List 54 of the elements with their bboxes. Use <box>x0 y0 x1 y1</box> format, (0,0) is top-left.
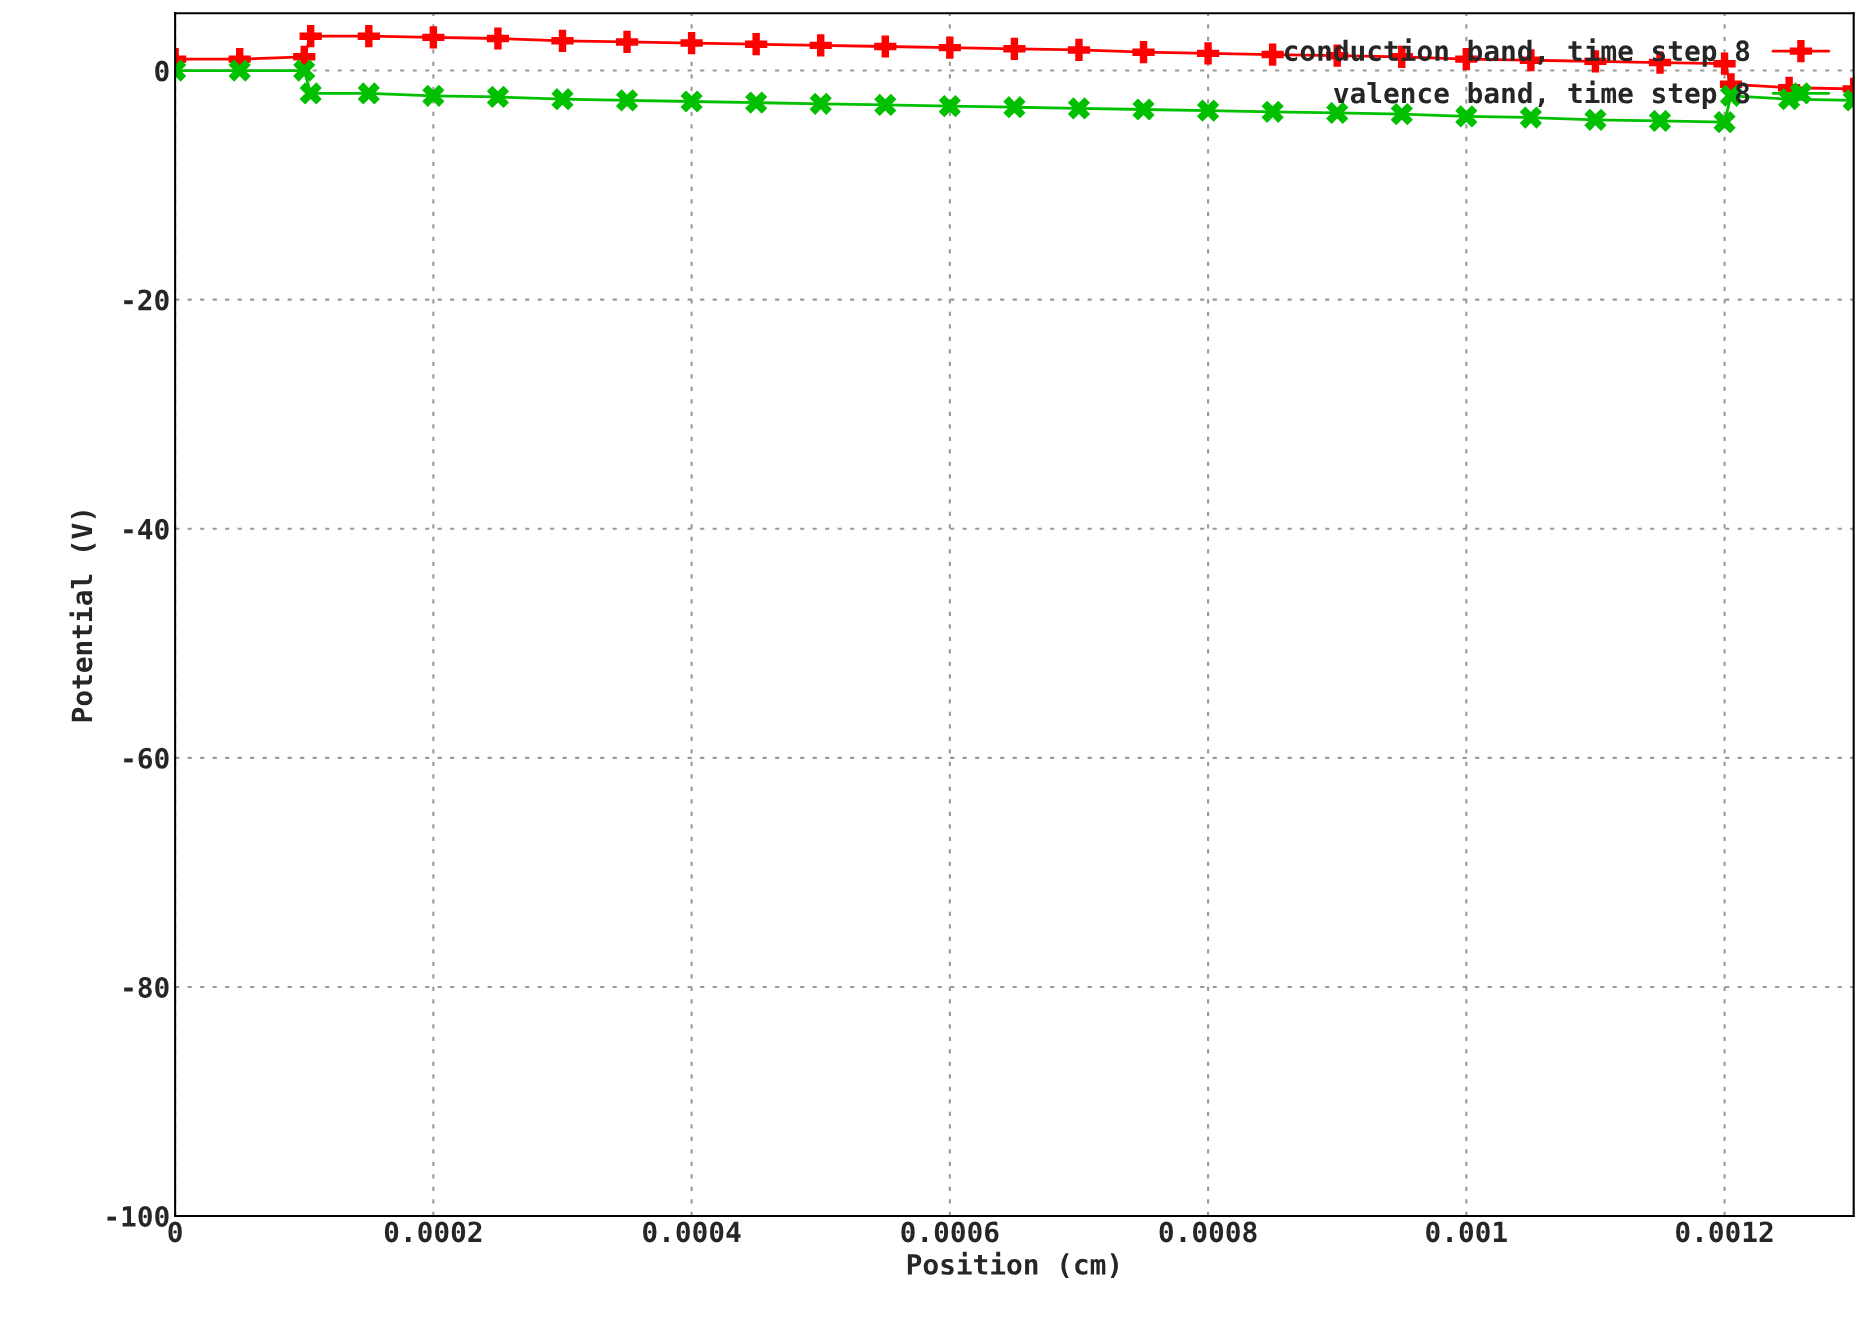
point <box>486 85 510 109</box>
point <box>874 93 897 117</box>
point <box>357 82 380 105</box>
point <box>938 94 961 118</box>
point <box>809 34 832 57</box>
point <box>938 36 961 59</box>
point <box>299 82 322 105</box>
point <box>615 89 639 112</box>
y-tick-label: -100 <box>107 1205 169 1227</box>
point <box>1261 43 1284 66</box>
point <box>680 90 703 113</box>
point <box>1132 98 1155 121</box>
x-tick-label: 0.0002 <box>384 1221 482 1243</box>
point <box>1390 102 1413 126</box>
y-tick-label: -40 <box>124 518 169 540</box>
y-tick-label: 0 <box>155 60 169 82</box>
point <box>551 29 574 52</box>
point <box>293 59 316 82</box>
x-tick-label: 0.001 <box>1426 1221 1507 1243</box>
point <box>1003 96 1026 119</box>
point <box>1196 99 1220 122</box>
point <box>1067 97 1091 120</box>
y-axis-title: Potential (V) <box>69 511 96 722</box>
point <box>1196 42 1220 65</box>
y-tick-label: -60 <box>124 747 169 769</box>
point <box>745 33 768 56</box>
x-tick-label: 0.0006 <box>901 1221 999 1243</box>
point <box>874 35 897 58</box>
point <box>1067 38 1091 62</box>
point <box>745 91 768 114</box>
point <box>680 31 703 55</box>
point <box>486 27 510 50</box>
point <box>299 25 322 48</box>
point <box>1648 109 1672 133</box>
x-tick-label: 0.0012 <box>1676 1221 1773 1243</box>
point <box>357 25 380 48</box>
point <box>1003 37 1026 60</box>
point <box>422 84 445 107</box>
point <box>422 26 445 49</box>
point <box>1261 100 1284 123</box>
point <box>1519 106 1542 129</box>
point <box>228 59 251 82</box>
x-tick-label: 0.0008 <box>1159 1221 1257 1243</box>
point <box>1584 108 1607 131</box>
point <box>1132 41 1155 64</box>
point <box>809 92 832 115</box>
x-tick-label: 0.0004 <box>643 1221 741 1243</box>
point <box>551 88 574 111</box>
point <box>615 30 639 54</box>
x-axis-title: Position (cm) <box>907 1251 1118 1279</box>
point <box>1713 111 1736 134</box>
point <box>1455 105 1478 128</box>
y-tick-label: -80 <box>124 976 169 998</box>
y-tick-label: -20 <box>124 289 169 311</box>
